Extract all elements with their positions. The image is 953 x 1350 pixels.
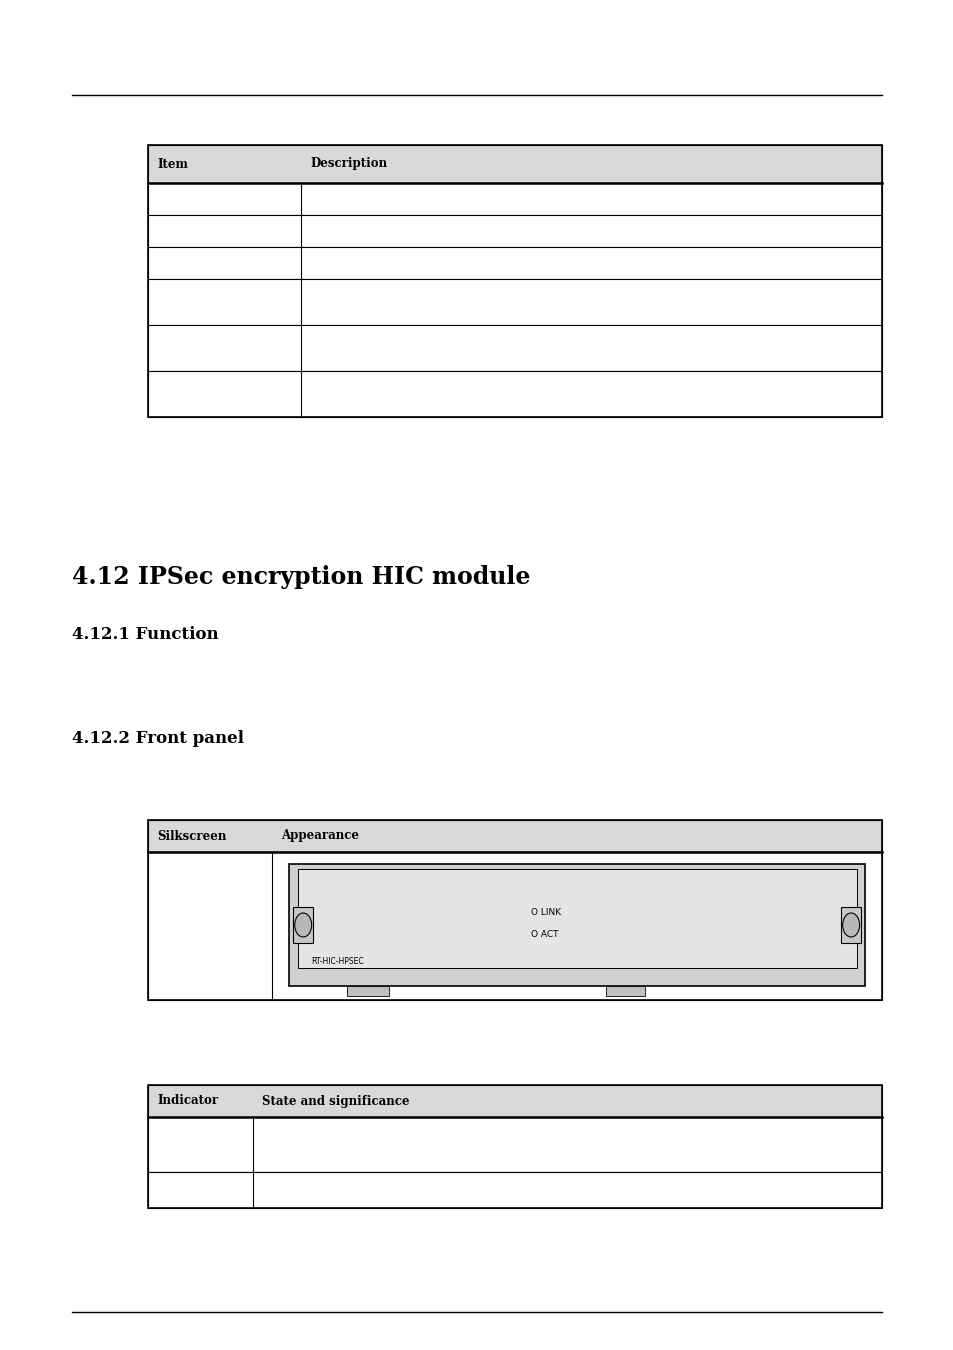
Bar xyxy=(148,819,882,1000)
Bar xyxy=(148,1172,882,1208)
Circle shape xyxy=(294,913,312,937)
Text: Description: Description xyxy=(310,158,387,170)
Bar xyxy=(148,1085,882,1116)
Text: State and significance: State and significance xyxy=(262,1095,410,1107)
Text: RT-HIC-HPSEC: RT-HIC-HPSEC xyxy=(312,957,364,967)
Bar xyxy=(148,1116,882,1172)
Circle shape xyxy=(841,913,859,937)
Text: O LINK: O LINK xyxy=(531,909,560,917)
Bar xyxy=(148,215,882,247)
Bar xyxy=(148,819,882,852)
Bar xyxy=(148,144,882,417)
Bar xyxy=(346,986,389,996)
Text: 4.12 IPSec encryption HIC module: 4.12 IPSec encryption HIC module xyxy=(71,566,529,589)
Bar xyxy=(148,371,882,417)
Bar xyxy=(148,247,882,279)
Bar xyxy=(148,852,882,1000)
Bar xyxy=(841,907,861,944)
Bar xyxy=(148,184,882,215)
Bar xyxy=(605,986,644,996)
Text: Indicator: Indicator xyxy=(157,1095,218,1107)
Text: 4.12.2 Front panel: 4.12.2 Front panel xyxy=(71,730,243,747)
Bar xyxy=(293,907,313,944)
Text: O ACT: O ACT xyxy=(531,930,558,940)
Bar xyxy=(148,1085,882,1208)
Bar xyxy=(148,279,882,325)
Text: Appearance: Appearance xyxy=(281,829,359,842)
Bar xyxy=(148,325,882,371)
Bar xyxy=(289,864,864,986)
Text: Silkscreen: Silkscreen xyxy=(157,829,227,842)
Bar xyxy=(297,869,856,968)
Text: Item: Item xyxy=(157,158,188,170)
Bar xyxy=(148,144,882,184)
Text: 4.12.1 Function: 4.12.1 Function xyxy=(71,626,218,643)
